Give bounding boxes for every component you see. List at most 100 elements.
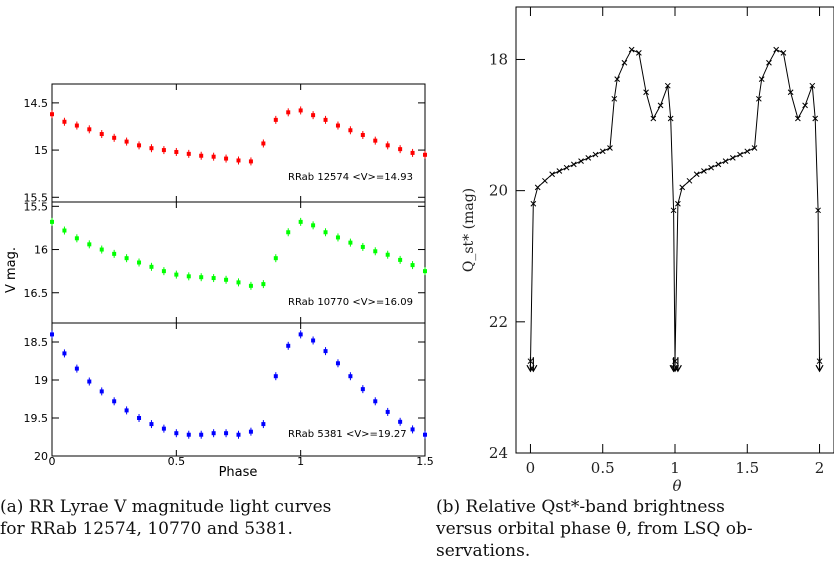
rrab-5381-point <box>62 351 67 356</box>
brightness-point-cross <box>643 89 649 96</box>
brightness-point-cross <box>722 158 729 164</box>
right-ytick-label: 22 <box>489 313 508 331</box>
rrab-10770-point <box>248 283 253 288</box>
rrab-10770-point <box>373 249 378 254</box>
left-tick-labels: 0 0.5 1 1.5 14.5 15 15.515.5 16 16.5 18.5 19 19.5 20 <box>24 97 434 468</box>
brightness-point-cross <box>614 76 621 83</box>
brightness-point-cross <box>751 145 758 151</box>
brightness-point-cross <box>744 148 751 155</box>
rrab-5381-point <box>124 408 129 413</box>
brightness-point-cross <box>621 59 628 66</box>
rrab-12574-point <box>149 146 154 151</box>
rrab-12574-point <box>348 128 353 133</box>
right-data-marks <box>526 46 824 373</box>
rrab-10770-point <box>385 252 390 257</box>
left-ytick-label: 15.5 <box>24 200 49 213</box>
brightness-point-cross <box>715 161 722 168</box>
upper-limit-arrow-head <box>529 364 538 373</box>
brightness-point <box>693 171 700 178</box>
upper-limit-arrow <box>529 357 538 373</box>
brightness-point <box>650 115 657 122</box>
brightness-point <box>549 171 555 178</box>
rrab-5381-point <box>398 419 403 424</box>
brightness-curve-line <box>530 48 820 362</box>
left-ytick-label: 14.5 <box>24 97 49 110</box>
right-xtick-label: 0.5 <box>591 459 615 477</box>
brightness-point-cross <box>628 46 635 53</box>
brightness-point-cross <box>812 115 819 122</box>
brightness-point <box>812 115 819 122</box>
rrab-12574-point <box>248 159 253 164</box>
brightness-point-cross <box>599 148 606 155</box>
rrab-5381-point <box>149 422 154 427</box>
brightness-point-cross <box>534 184 541 191</box>
brightness-point <box>570 161 577 168</box>
rrab-10770-point <box>137 260 142 265</box>
brightness-point-cross <box>611 95 618 102</box>
rrab-5381-point <box>373 399 378 404</box>
rrab-12574-point <box>99 132 104 137</box>
brightness-point-cross <box>607 145 613 151</box>
rrab-12574-point <box>373 138 378 143</box>
brightness-point-cross <box>570 161 577 168</box>
brightness-point-cross <box>755 95 762 102</box>
brightness-point <box>599 148 606 155</box>
caption-a-line2: for RRab 12574, 10770 and 5381. <box>0 519 293 539</box>
brightness-point <box>530 200 537 207</box>
caption-b-line2: versus orbital phase θ, from LSQ ob- <box>436 519 753 539</box>
brightness-point-cross <box>664 82 671 89</box>
rrab-5381-point <box>112 399 117 404</box>
left-xtick-label: 0 <box>49 455 56 468</box>
rrab-10770-point <box>99 247 104 252</box>
rrab-12574-point <box>423 152 427 157</box>
brightness-point-cross <box>542 177 548 184</box>
brightness-point <box>715 161 722 168</box>
rrab-10770-point <box>224 277 229 282</box>
rrab-5381-point <box>298 332 303 337</box>
left-ytick-label: 18.5 <box>24 336 49 349</box>
rrab-12574-point <box>186 151 191 156</box>
caption-b-line3: servations. <box>436 541 531 561</box>
rrab-5381-point <box>186 432 191 437</box>
rrab-10770-point <box>348 240 353 245</box>
brightness-point <box>664 82 671 89</box>
brightness-point-cross <box>809 82 816 89</box>
brightness-point-cross <box>693 171 700 178</box>
brightness-point-cross <box>787 89 794 96</box>
rrab-12574-point <box>298 108 303 113</box>
rrab-10770-point <box>273 256 278 261</box>
left-xtick-label: 1 <box>297 455 304 468</box>
brightness-point <box>802 102 808 109</box>
rrab-10770-point <box>62 228 67 233</box>
brightness-point-cross <box>657 102 664 109</box>
brightness-point-cross <box>729 154 736 161</box>
left-ticks <box>51 84 426 457</box>
rrab-10770-point <box>261 282 266 287</box>
rrab-5381-point <box>311 338 316 343</box>
rrab-10770-point <box>124 256 129 261</box>
rrab-12574-point <box>261 141 266 146</box>
rrab-5381-point <box>410 427 415 432</box>
rrab-10770-point <box>410 263 415 268</box>
right-xtick-label: 2 <box>815 459 825 477</box>
brightness-point <box>643 89 649 96</box>
left-light-curve-panel: 0 0.5 1 1.5 14.5 15 15.515.5 16 16.5 18.5 19 19.5 20… <box>4 83 434 480</box>
rrab-5381-point <box>335 361 340 366</box>
rrab-10770-point <box>161 269 166 274</box>
rrab-12574-point <box>385 143 390 148</box>
brightness-point <box>751 145 758 151</box>
right-ticks <box>516 7 821 454</box>
brightness-point-cross <box>549 171 555 178</box>
brightness-point-cross <box>815 207 821 214</box>
brightness-point <box>611 95 618 102</box>
rrab-5381-point <box>161 426 166 431</box>
rrab-12574-point <box>87 127 92 132</box>
rrab-5381-point <box>348 374 353 379</box>
right-xlabel: θ <box>672 477 681 495</box>
rrab-10770-point <box>398 257 403 262</box>
brightness-point <box>670 207 677 214</box>
right-ytick-label: 20 <box>489 182 508 200</box>
brightness-point-cross <box>585 154 592 161</box>
rrab-5381-point <box>236 432 241 437</box>
brightness-point-cross <box>556 168 563 174</box>
